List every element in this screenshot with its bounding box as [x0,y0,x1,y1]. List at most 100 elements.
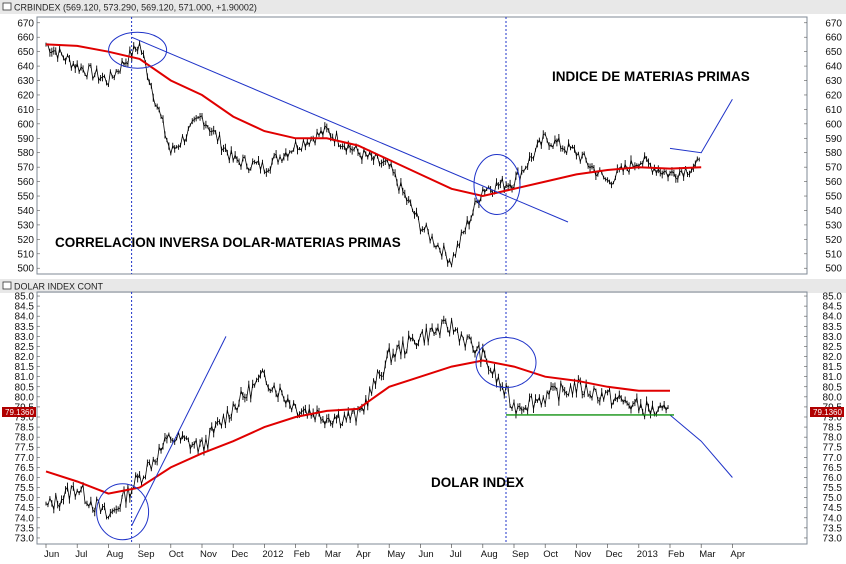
y-tick-label-right: 81.5 [823,362,843,373]
y-tick-label-left: 73.5 [15,523,35,534]
y-tick-label-right: 520 [825,235,842,246]
y-tick-label-left: 76.5 [15,463,35,474]
highlight-circle [473,153,521,215]
y-tick-label-left: 510 [17,249,34,260]
projection-line [669,99,733,154]
y-tick-label-left: 560 [17,177,34,188]
y-tick-label-right: 630 [825,76,842,87]
x-tick-label: Oct [543,549,558,560]
y-tick-label-left: 650 [17,47,34,58]
x-tick-label: Jul [450,549,462,560]
crb-overlays [108,31,569,223]
y-tick-label-right: 83.0 [823,332,843,343]
y-tick-label-left: 79.0 [15,412,35,423]
y-tick-label-right: 77.5 [823,443,843,454]
y-tick-label-right: 580 [825,148,842,159]
y-tick-label-right: 83.5 [823,322,843,333]
y-tick-label-right: 81.0 [823,372,843,383]
trendline [131,336,227,527]
y-tick-label-right: 77.0 [823,453,843,464]
dollar-series [45,315,733,520]
y-tick-label-left: 530 [17,220,34,231]
crb-panel[interactable]: CRBINDEX (569.120, 573.290, 569.120, 571… [0,0,846,275]
crb-panel-title: CRBINDEX (569.120, 573.290, 569.120, 571… [14,3,257,13]
y-tick-label-left: 80.0 [15,392,35,403]
crb-title-annotation: INDICE DE MATERIAS PRIMAS [552,69,750,84]
y-tick-label-left: 590 [17,134,34,145]
y-tick-label-left: 520 [17,235,34,246]
y-tick-label-left: 580 [17,148,34,159]
dollar-panel[interactable]: DOLAR INDEX CONT 73.073.574.074.575.075.… [0,279,846,545]
y-tick-label-left: 76.0 [15,473,35,484]
y-tick-label-left: 81.0 [15,372,35,383]
dollar-menu-icon[interactable] [2,281,12,290]
correlation-annotation: CORRELACION INVERSA DOLAR-MATERIAS PRIMA… [55,235,401,250]
y-tick-label-left: 83.0 [15,332,35,343]
x-tick-label: Dec [231,549,248,560]
x-tick-label: Aug [481,549,498,560]
crb-titlebar [0,0,846,14]
x-tick-label: Mar [699,549,715,560]
y-tick-label-right: 670 [825,18,842,29]
y-tick-label-right: 73.5 [823,523,843,534]
y-tick-label-right: 80.0 [823,392,843,403]
x-tick-label: Nov [574,549,591,560]
y-tick-label-left: 84.5 [15,302,35,313]
x-tick-label: Feb [294,549,310,560]
y-tick-label-left: 78.5 [15,423,35,434]
x-tick-label: Apr [730,549,745,560]
y-tick-label-left: 630 [17,76,34,87]
y-tick-label-left: 640 [17,62,34,73]
y-tick-label-right: 80.5 [823,382,843,393]
y-tick-label-right: 82.5 [823,342,843,353]
x-tick-label: 2013 [637,549,658,560]
time-axis: Jun Jul Aug Sep Oct Nov Dec 2012 Feb Mar Apr May Jun… [44,544,745,560]
moving-average-line [45,43,702,198]
y-tick-label-left: 74.5 [15,503,35,514]
x-tick-label: May [387,549,405,560]
y-tick-label-right: 84.5 [823,302,843,313]
y-tick-label-right: 510 [825,249,842,260]
y-tick-label-left: 75.0 [15,493,35,504]
x-tick-label: Oct [169,549,184,560]
y-tick-label-right: 74.0 [823,513,843,524]
y-tick-label-left: 610 [17,105,34,116]
y-tick-label-right: 78.5 [823,423,843,434]
y-tick-label-left: 570 [17,163,34,174]
dollar-plot-frame [36,291,808,545]
y-tick-label-right: 650 [825,47,842,58]
crb-plot-frame [36,16,808,275]
y-tick-label-right: 75.0 [823,493,843,504]
x-tick-label: Mar [325,549,341,560]
dollar-titlebar [0,279,846,293]
y-tick-label-left: 500 [17,264,34,275]
highlight-circle [96,483,150,541]
crb-september-markers [131,17,507,274]
y-tick-label-right: 76.0 [823,473,843,484]
y-tick-label-left: 78.0 [15,433,35,444]
y-tick-label-left: 82.5 [15,342,35,353]
y-tick-label-left: 77.0 [15,453,35,464]
y-tick-label-right: 660 [825,33,842,44]
y-tick-label-right: 530 [825,220,842,231]
y-tick-label-left: 77.5 [15,443,35,454]
current-price-box-right [810,407,844,417]
y-tick-label-left: 83.5 [15,322,35,333]
x-tick-label: Dec [606,549,623,560]
y-tick-label-right: 570 [825,163,842,174]
crb-menu-icon[interactable] [2,2,12,11]
moving-average-line [45,359,670,495]
current-price-box-left [2,407,36,417]
x-tick-label: Sep [138,549,155,560]
x-tick-label: Feb [668,549,684,560]
y-tick-label-right: 610 [825,105,842,116]
highlight-circle [475,337,537,389]
y-tick-label-left: 670 [17,18,34,29]
y-tick-label-right: 620 [825,90,842,101]
current-price-badge-left: 79.1360 [2,407,36,417]
x-tick-label: Jun [418,549,433,560]
y-tick-label-right: 79.0 [823,412,843,423]
y-tick-label-right: 82.0 [823,352,843,363]
y-tick-label-left: 73.0 [15,533,35,544]
